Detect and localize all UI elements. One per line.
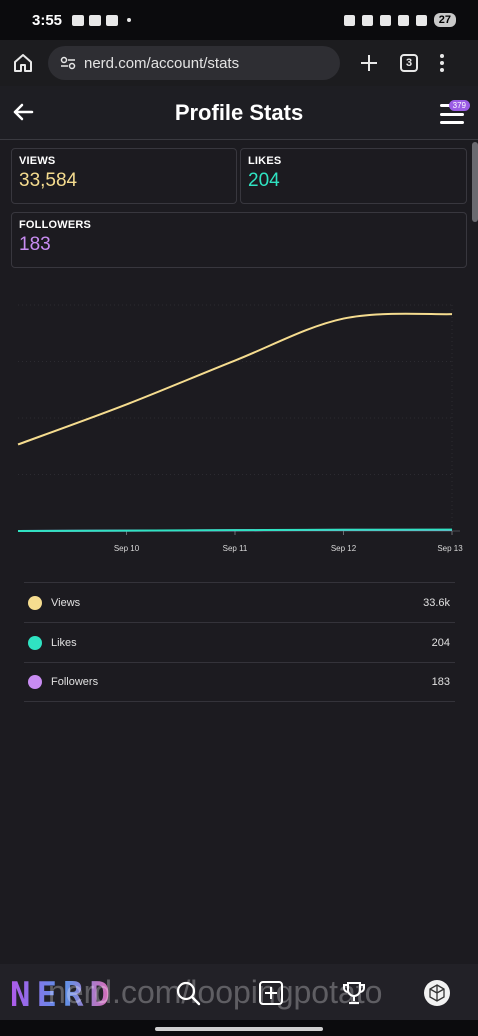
cube-avatar-icon: [429, 984, 445, 1002]
wifi-icon: [397, 14, 409, 26]
browser-toolbar: nerd.com/account/stats 3: [0, 40, 478, 86]
menu-line-icon: [440, 121, 464, 124]
app-header: Profile Stats: [0, 86, 478, 140]
series-line-views: [17, 312, 453, 446]
avatar[interactable]: [424, 980, 450, 1006]
menu-dot-icon: [440, 54, 444, 58]
nfc-icon: [343, 14, 355, 26]
menu-dot-icon: [440, 68, 444, 72]
browser-menu-button[interactable]: [440, 54, 444, 72]
back-button[interactable]: [12, 101, 34, 123]
legend-name: Views: [51, 596, 81, 609]
stat-card-likes: LIKES 204: [240, 148, 467, 204]
home-button[interactable]: [10, 50, 36, 76]
status-time: 3:55: [32, 11, 63, 29]
home-icon: [14, 54, 32, 72]
chart-legend: Views 33.6k Likes 204 Followers 183: [24, 582, 455, 702]
legend-row-followers: Followers 183: [24, 662, 455, 702]
legend-row-likes: Likes 204: [24, 622, 455, 662]
home-gesture-handle[interactable]: [155, 1027, 323, 1031]
legend-swatch: [28, 675, 42, 689]
stat-value: 204: [248, 170, 280, 191]
screenshot-icon: [72, 14, 85, 26]
series-line-likes: [17, 528, 453, 532]
status-bar: 3:55 27: [0, 0, 478, 40]
legend-name: Followers: [51, 676, 99, 688]
legend-value: 33.6k: [423, 596, 450, 609]
stat-label: FOLLOWERS: [19, 219, 92, 231]
legend-value: 183: [431, 676, 450, 688]
legend-row-views: Views 33.6k: [24, 582, 455, 622]
plus-icon: [361, 55, 377, 71]
mute-icon: [361, 14, 373, 26]
scrollbar[interactable]: [472, 142, 478, 222]
x-tick-label: Sep 11: [223, 544, 248, 553]
url-text: nerd.com/account/stats: [84, 54, 240, 72]
image-icon: [106, 14, 119, 26]
legend-swatch: [28, 635, 42, 650]
stat-card-views: VIEWS 33,584: [11, 148, 237, 204]
bottom-nav: NERD nerd.com/loopingpotato: [0, 964, 478, 1020]
alert-icon: [89, 14, 102, 26]
more-dot-icon: [127, 18, 132, 22]
site-settings-icon[interactable]: [60, 55, 76, 71]
address-bar[interactable]: nerd.com/account/stats: [48, 46, 340, 80]
legend-value: 204: [431, 636, 450, 649]
legend-name: Likes: [51, 636, 77, 649]
stat-card-followers: FOLLOWERS 183: [11, 212, 467, 268]
battery-icon: 27: [433, 13, 456, 27]
stat-label: LIKES: [248, 155, 282, 167]
system-icons: 27: [343, 13, 456, 27]
x-tick-label: Sep 13: [437, 544, 463, 553]
trophy-icon[interactable]: [341, 980, 367, 1006]
nerd-logo[interactable]: NERD: [10, 975, 116, 1015]
gesture-bar: [0, 1020, 478, 1036]
tab-switcher-button[interactable]: 3: [400, 54, 418, 72]
stat-value: 33,584: [19, 170, 78, 191]
page-title: Profile Stats: [174, 99, 304, 125]
stat-value: 183: [19, 234, 51, 255]
new-tab-button[interactable]: [356, 50, 382, 76]
x-tick-label: Sep 10: [114, 544, 140, 553]
notification-icons: [72, 14, 132, 26]
main-content: VIEWS 33,584 LIKES 204 FOLLOWERS 183 Sep…: [0, 140, 478, 964]
create-post-icon[interactable]: [258, 980, 284, 1006]
watermark-text: nerd.com/loopingpotato: [48, 974, 383, 1010]
menu-dot-icon: [440, 61, 444, 65]
x-tick-label: Sep 12: [331, 544, 357, 553]
menu-line-icon: [440, 112, 464, 116]
location-icon: [379, 14, 391, 26]
stats-line-chart: Sep 10 Sep 11 Sep 12 Sep 13: [17, 304, 463, 553]
search-icon[interactable]: [175, 980, 201, 1006]
stat-label: VIEWS: [19, 155, 56, 167]
signal-icon: [415, 14, 427, 26]
legend-swatch: [28, 595, 42, 610]
notification-badge: 379: [448, 100, 470, 111]
back-arrow-icon: [13, 103, 34, 121]
